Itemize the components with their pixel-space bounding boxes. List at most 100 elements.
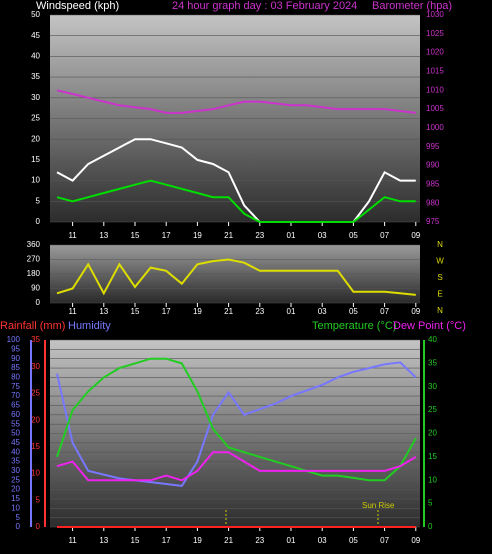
x-tick-label: 19 — [193, 231, 202, 240]
y2-tick-label: 10 — [428, 475, 437, 484]
x-tick-label: 17 — [162, 536, 171, 545]
y3-tick-label: 25 — [31, 389, 40, 398]
y2-tick-label: 40 — [428, 335, 437, 344]
y2-tick-label: 25 — [428, 405, 437, 414]
x-tick-label: 13 — [99, 231, 108, 240]
x-tick-label: 15 — [131, 536, 140, 545]
y-tick-label: 100 — [7, 335, 21, 344]
y2-tick-label: 990 — [426, 161, 440, 170]
y2-tick-label: 1015 — [426, 67, 444, 76]
series-line — [56, 357, 417, 482]
series-line — [56, 361, 417, 487]
x-tick-label: 21 — [224, 231, 233, 240]
y2-tick-label: 35 — [428, 358, 437, 367]
y2-tick-label: 1020 — [426, 48, 444, 57]
x-tick-label: 13 — [99, 536, 108, 545]
x-tick-label: 15 — [131, 231, 140, 240]
x-tick-label: 11 — [68, 307, 77, 316]
compass-label: N — [437, 240, 443, 249]
y-tick-label: 95 — [11, 344, 20, 353]
y3-tick-label: 35 — [31, 335, 40, 344]
compass-label: S — [437, 273, 442, 282]
compass-label: N — [437, 306, 443, 315]
x-tick-label: 19 — [193, 307, 202, 316]
y-tick-label: 25 — [11, 475, 20, 484]
x-tick-label: 21 — [224, 536, 233, 545]
x-tick-label: 09 — [411, 536, 420, 545]
y2-tick-label: 1030 — [426, 10, 444, 19]
y2-label: Barometer (hpa) — [372, 0, 452, 12]
x-tick-label: 03 — [318, 231, 327, 240]
y3-label: Rainfall (mm) — [0, 320, 65, 332]
y3-tick-label: 0 — [36, 522, 41, 531]
x-tick-label: 01 — [287, 307, 296, 316]
y-tick-label: 0 — [36, 217, 41, 226]
y-tick-label: 180 — [27, 269, 41, 278]
y-tick-label: 40 — [31, 52, 40, 61]
y2-tick-label: 30 — [428, 382, 437, 391]
y-tick-label: 25 — [31, 114, 40, 123]
y-tick-label: 20 — [31, 134, 40, 143]
y-tick-label: 360 — [27, 240, 41, 249]
x-tick-label: 19 — [193, 536, 202, 545]
y3-tick-label: 30 — [31, 362, 40, 371]
y-label: Humidity — [68, 320, 111, 332]
x-tick-label: 11 — [68, 536, 77, 545]
y2-tick-label: 980 — [426, 198, 440, 207]
x-tick-label: 09 — [411, 307, 420, 316]
y-tick-label: 45 — [11, 438, 20, 447]
x-tick-label: 03 — [318, 307, 327, 316]
y2-label: Dew Point (°C) — [393, 320, 466, 332]
x-tick-label: 23 — [255, 536, 264, 545]
y-tick-label: 80 — [11, 373, 20, 382]
y-tick-label: 35 — [11, 457, 20, 466]
y2-tick-label: 995 — [426, 142, 440, 151]
y-tick-label: 35 — [31, 72, 40, 81]
y2-tick-label: 20 — [428, 429, 437, 438]
y-tick-label: 15 — [31, 155, 40, 164]
y-tick-label: 40 — [11, 447, 20, 456]
x-tick-label: 13 — [99, 307, 108, 316]
y-tick-label: 0 — [16, 522, 21, 531]
y-tick-label: 60 — [11, 410, 20, 419]
y-tick-label: 75 — [11, 382, 20, 391]
x-tick-label: 03 — [318, 536, 327, 545]
x-tick-label: 09 — [411, 231, 420, 240]
series-line — [56, 138, 416, 223]
y-tick-label: 55 — [11, 419, 20, 428]
compass-label: W — [436, 257, 444, 266]
series-line — [56, 258, 416, 296]
x-tick-label: 01 — [287, 536, 296, 545]
y2-tick-label: 1025 — [426, 29, 444, 38]
x-tick-label: 01 — [287, 231, 296, 240]
y-tick-label: 270 — [27, 255, 41, 264]
y2-tick-label: 1005 — [426, 104, 444, 113]
x-tick-label: 23 — [255, 307, 264, 316]
y2-tick-label: 5 — [428, 499, 433, 508]
x-tick-label: 15 — [131, 307, 140, 316]
y3-tick-label: 5 — [36, 495, 41, 504]
annotation: Sun Rise — [362, 501, 395, 510]
y2-tick-label: 975 — [426, 217, 440, 226]
y-tick-label: 15 — [11, 494, 20, 503]
x-tick-label: 07 — [380, 536, 389, 545]
x-tick-label: 21 — [224, 307, 233, 316]
y-tick-label: 20 — [11, 485, 20, 494]
series-line — [56, 451, 417, 482]
y2-label: Temperature (°C) — [312, 320, 396, 332]
y-tick-label: 85 — [11, 363, 20, 372]
x-tick-label: 23 — [255, 231, 264, 240]
x-tick-label: 05 — [349, 536, 358, 545]
y-tick-label: 10 — [11, 503, 20, 512]
compass-label: E — [437, 290, 442, 299]
y3-tick-label: 20 — [31, 415, 40, 424]
y-tick-label: 0 — [36, 298, 41, 307]
x-tick-label: 05 — [349, 307, 358, 316]
y2-tick-label: 0 — [428, 522, 433, 531]
y-tick-label: 65 — [11, 401, 20, 410]
y-tick-label: 5 — [36, 196, 41, 205]
y2-tick-label: 985 — [426, 179, 440, 188]
y3-tick-label: 10 — [31, 469, 40, 478]
